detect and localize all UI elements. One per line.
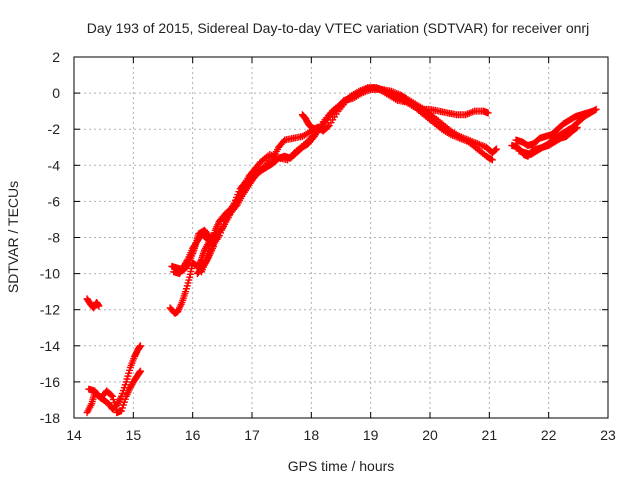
series-track-k <box>515 123 581 158</box>
data-point-marker <box>136 342 144 350</box>
x-tick-label: 16 <box>185 427 201 443</box>
data-point-marker <box>573 123 581 131</box>
data-point-marker <box>109 396 117 404</box>
data-point-marker <box>324 123 332 131</box>
y-tick-labels: 2 0 -2 -4 -6 -8 -10 -12 -14 -16 -18 <box>40 49 60 426</box>
data-point-marker <box>589 107 597 115</box>
data-point-marker <box>111 402 119 410</box>
axis-ticks <box>73 56 609 419</box>
series-track-j <box>512 107 597 149</box>
y-tick-label: -12 <box>40 302 60 318</box>
y-tick-label: -4 <box>48 157 61 173</box>
data-point-marker <box>95 302 103 310</box>
series-blob-a <box>83 295 103 312</box>
data-point-marker <box>484 109 492 117</box>
y-tick-label: -8 <box>48 230 61 246</box>
data-point-marker <box>183 257 191 265</box>
x-tick-label: 18 <box>304 427 320 443</box>
x-tick-label: 20 <box>422 427 438 443</box>
x-tick-label: 14 <box>66 427 82 443</box>
data-point-marker <box>110 399 118 407</box>
data-point-marker <box>136 367 144 375</box>
data-point-marker <box>488 156 496 164</box>
y-tick-label: -2 <box>48 121 61 137</box>
data-point-marker <box>492 145 500 153</box>
y-tick-label: -14 <box>40 338 60 354</box>
data-point-marker <box>107 391 115 399</box>
y-tick-label: -10 <box>40 266 60 282</box>
data-point-marker <box>572 124 580 132</box>
series-track-c <box>85 367 144 417</box>
x-tick-label: 22 <box>541 427 557 443</box>
data-point-marker <box>109 392 117 400</box>
series-blip-h <box>298 111 320 133</box>
y-tick-label: 0 <box>52 85 60 101</box>
data-point-marker <box>195 262 203 270</box>
y-tick-label: -6 <box>48 193 61 209</box>
y-axis-label: SDTVAR / TECUs <box>5 181 21 293</box>
x-tick-label: 15 <box>126 427 142 443</box>
data-point-marker <box>205 253 213 261</box>
series-blob-g <box>193 237 217 278</box>
y-tick-label: -18 <box>40 410 60 426</box>
x-tick-labels: 14 15 16 17 18 19 20 21 22 23 <box>66 427 616 443</box>
data-markers <box>83 84 600 417</box>
x-axis-label: GPS time / hours <box>288 458 395 474</box>
x-tick-label: 23 <box>600 427 616 443</box>
x-tick-label: 21 <box>482 427 498 443</box>
y-tick-label: -16 <box>40 374 60 390</box>
chart-title: Day 193 of 2015, Sidereal Day-to-day VTE… <box>87 20 589 36</box>
data-point-marker <box>487 155 495 163</box>
y-tick-label: 2 <box>52 49 60 65</box>
x-tick-label: 17 <box>244 427 260 443</box>
data-point-marker <box>232 202 240 210</box>
data-point-marker <box>312 125 320 133</box>
data-point-marker <box>492 146 500 154</box>
series-track-f <box>170 85 496 278</box>
x-tick-label: 19 <box>363 427 379 443</box>
